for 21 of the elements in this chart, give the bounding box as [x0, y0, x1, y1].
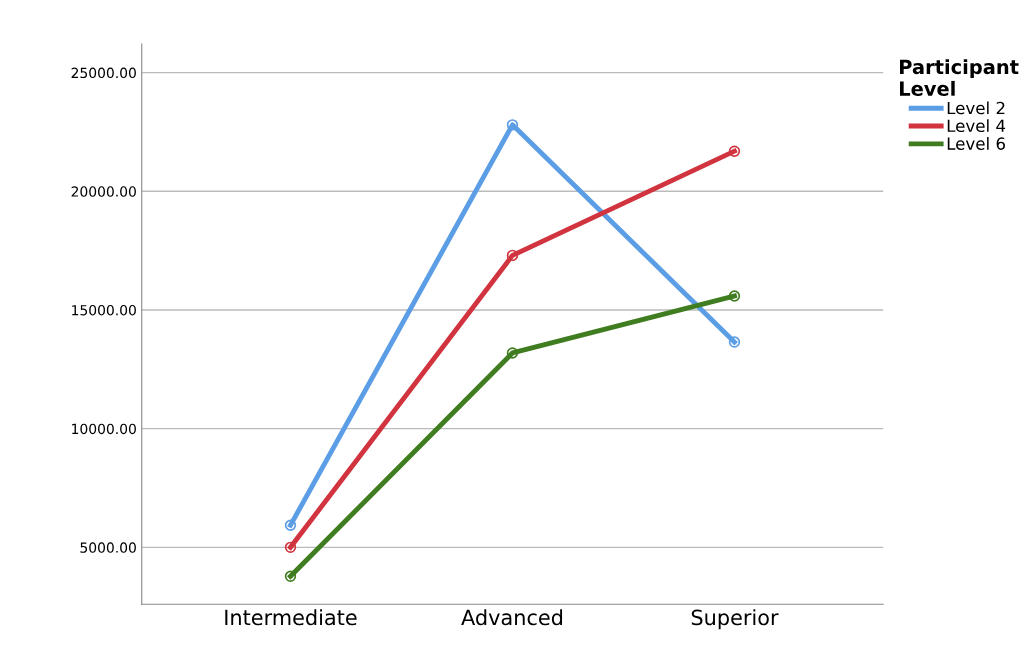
legend-label: Level 2 [947, 101, 1005, 115]
point [284, 570, 297, 582]
y-tick-label: 15000.00 [72, 304, 136, 316]
x-tick-label: Superior [691, 609, 779, 630]
point [728, 290, 741, 302]
point [506, 249, 519, 262]
point [728, 145, 741, 157]
point [284, 541, 297, 554]
x-tick-label: Advanced [461, 609, 563, 626]
y-tick-label: 10000.00 [72, 423, 136, 435]
legend-title: Participant Level [900, 59, 1019, 96]
x-tick-label: Intermediate [225, 609, 357, 626]
point [728, 336, 741, 348]
y-tick-label: 25000.00 [71, 67, 136, 79]
legend-label: Level 4 [947, 119, 1006, 133]
point [284, 519, 297, 531]
legend-label: Level 6 [947, 137, 1006, 150]
y-tick-label: 20000.00 [71, 186, 136, 197]
point [506, 347, 519, 359]
y-tick-label: 5000.00 [80, 542, 136, 553]
point [506, 119, 519, 131]
